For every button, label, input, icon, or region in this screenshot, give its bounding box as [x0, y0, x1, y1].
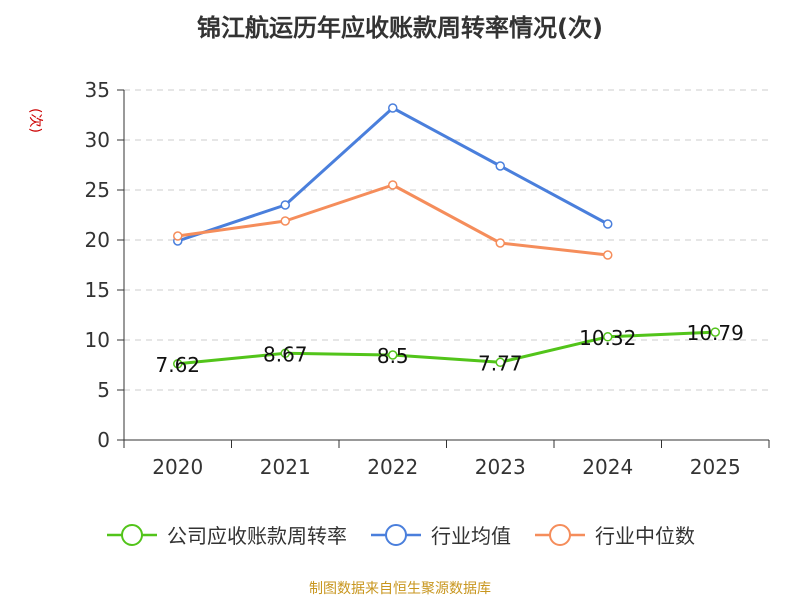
data-point [495, 161, 505, 171]
legend-marker-icon [535, 523, 585, 546]
y-tick-label: 0 [97, 428, 110, 452]
legend-label: 公司应收账款周转率 [167, 524, 347, 548]
data-label: 10.79 [687, 321, 744, 345]
data-point [388, 103, 398, 113]
y-tick-label: 20 [85, 228, 110, 252]
legend-item[interactable]: 行业均值 [369, 520, 511, 549]
chart-title: 锦江航运历年应收账款周转率情况(次) [197, 14, 603, 42]
y-tick-label: 10 [85, 328, 110, 352]
data-label: 8.67 [263, 342, 308, 366]
x-tick-label: 2023 [475, 455, 526, 479]
legend: 公司应收账款周转率 行业均值 行业中位数 [0, 520, 800, 549]
y-tick-label: 25 [85, 178, 110, 202]
data-point [495, 238, 505, 248]
y-tick-label: 30 [85, 128, 110, 152]
y-tick-label: 15 [85, 278, 110, 302]
data-point [173, 359, 183, 369]
y-tick-label: 5 [97, 378, 110, 402]
series-line [177, 106, 609, 243]
data-label: 7.62 [155, 353, 200, 377]
legend-marker-icon [107, 523, 157, 546]
data-point [388, 350, 398, 360]
legend-label: 行业中位数 [595, 524, 695, 548]
data-point [280, 200, 290, 210]
legend-item[interactable]: 行业中位数 [533, 520, 695, 549]
legend-item[interactable]: 公司应收账款周转率 [105, 520, 347, 549]
legend-marker-icon [371, 523, 421, 546]
data-point [603, 219, 613, 229]
data-point [603, 332, 613, 342]
data-point [173, 231, 183, 241]
data-label: 7.77 [478, 351, 523, 375]
x-tick-label: 2021 [260, 455, 311, 479]
data-point [280, 348, 290, 359]
data-label: 10.32 [579, 326, 636, 350]
data-point [603, 250, 613, 260]
data-label: 8.5 [377, 344, 409, 368]
x-tick-label: 2022 [367, 455, 418, 479]
data-point [710, 327, 720, 337]
x-tick-label: 2025 [690, 455, 741, 479]
y-tick-label: 35 [85, 78, 110, 102]
data-point [280, 216, 290, 226]
data-source: 制图数据来自恒生聚源数据库 [309, 581, 491, 597]
legend-label: 行业均值 [431, 524, 511, 548]
series-line [177, 330, 716, 366]
data-point [495, 357, 505, 368]
data-point [388, 180, 398, 190]
x-tick-label: 2020 [152, 455, 203, 479]
x-tick-label: 2024 [582, 455, 633, 479]
